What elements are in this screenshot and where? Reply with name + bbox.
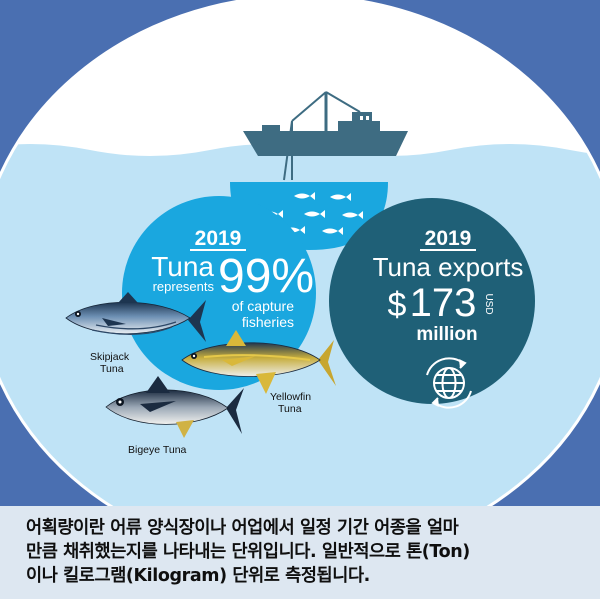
capture-circle: 2019 Tuna represents 99% of capture fish… [122,196,316,390]
skipjack-tuna-illustration [65,292,206,342]
exports-circle: 2019 Tuna exports $ 173 USD million [329,198,535,409]
capture-represents: represents [153,279,215,294]
caption-line2: 만큼 채취했는지를 나타내는 단위입니다. 일반적으로 톤(Ton) [26,542,470,562]
exports-value: 173 [410,281,477,325]
tuna-infographic-artwork: 2019 Tuna represents 99% of capture fish… [0,0,600,510]
capture-line1: of capture [232,298,294,314]
yellowfin-tuna-illustration [181,330,336,394]
bigeye-tuna-illustration [105,376,244,438]
caption-box: 어획량이란 어류 양식장이나 어업에서 일정 기간 어종을 얼마 만큼 채취했는… [0,506,600,599]
yellowfin-label-line2: Tuna [278,403,302,415]
exports-scale: million [416,324,477,345]
skipjack-label-line1: Skipjack [90,351,130,363]
fishing-boat-icon [243,91,408,181]
skipjack-label-line2: Tuna [100,363,124,375]
capture-title: Tuna [151,251,214,282]
exports-unit: USD [483,293,494,314]
yellowfin-label-line1: Yellowfin [270,391,311,403]
capture-year: 2019 [195,227,242,250]
caption-line1: 어획량이란 어류 양식장이나 어업에서 일정 기간 어종을 얼마 [26,518,459,538]
exports-title: Tuna exports [373,252,524,282]
capture-percent: 99% [218,250,314,303]
exports-currency: $ [388,286,407,324]
bigeye-label: Bigeye Tuna [128,444,187,456]
exports-year: 2019 [425,227,472,250]
caption-line3: 이나 킬로그램(Kilogram) 단위로 측정됩니다. [26,566,370,586]
globe-exchange-icon [426,357,472,409]
capture-line2: fisheries [242,314,294,330]
